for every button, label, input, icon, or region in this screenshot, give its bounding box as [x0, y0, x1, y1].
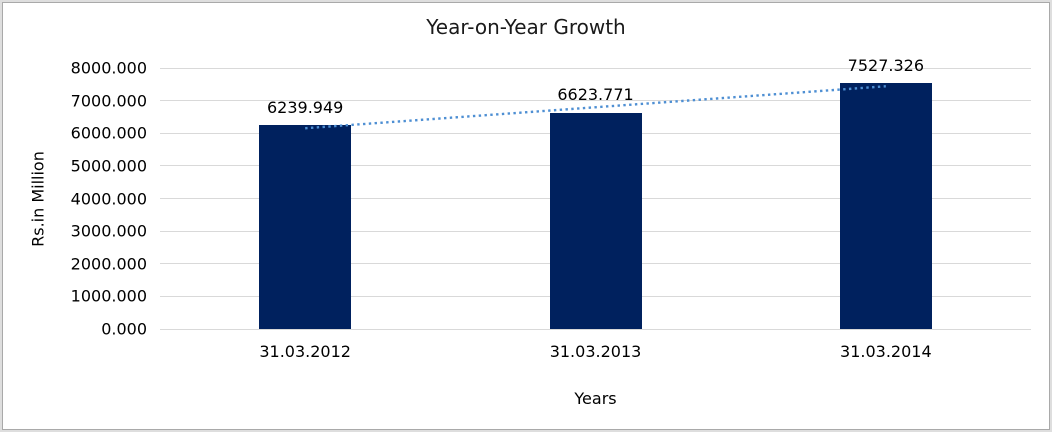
bar-data-label: 6239.949 — [266, 97, 344, 117]
x-axis-ticks: 31.03.2012 31.03.2013 31.03.2014 — [160, 342, 1031, 364]
y-tick-label: 0.000 — [101, 319, 147, 339]
y-tick-label: 6000.000 — [70, 123, 147, 143]
y-axis-ticks: 0.000 1000.000 2000.000 3000.000 4000.000 500… — [2, 59, 147, 339]
bar — [549, 112, 642, 329]
plot-area: 6239.949 6623.771 7527.326 — [160, 57, 1031, 330]
y-tick-label: 5000.000 — [70, 156, 147, 176]
y-tick-label: 8000.000 — [70, 58, 147, 78]
x-tick-label: 31.03.2014 — [840, 342, 932, 361]
chart-title: Year-on-Year Growth — [426, 15, 626, 39]
y-tick-label: 4000.000 — [70, 189, 147, 208]
bar — [259, 125, 352, 329]
gridline — [160, 67, 1031, 69]
x-tick-label: 31.03.2013 — [549, 342, 642, 361]
bar-data-label: 6623.771 — [557, 85, 634, 105]
y-tick-label: 1000.000 — [70, 286, 147, 306]
bar — [839, 83, 932, 329]
x-tick-label: 31.03.2012 — [259, 342, 351, 361]
y-tick-label: 2000.000 — [70, 254, 147, 274]
y-tick-label: 7000.000 — [70, 91, 147, 111]
x-axis-title: Years — [574, 389, 617, 408]
gridline — [160, 328, 1031, 330]
bar-data-label: 7527.326 — [847, 55, 924, 75]
y-tick-label: 3000.000 — [70, 221, 147, 241]
